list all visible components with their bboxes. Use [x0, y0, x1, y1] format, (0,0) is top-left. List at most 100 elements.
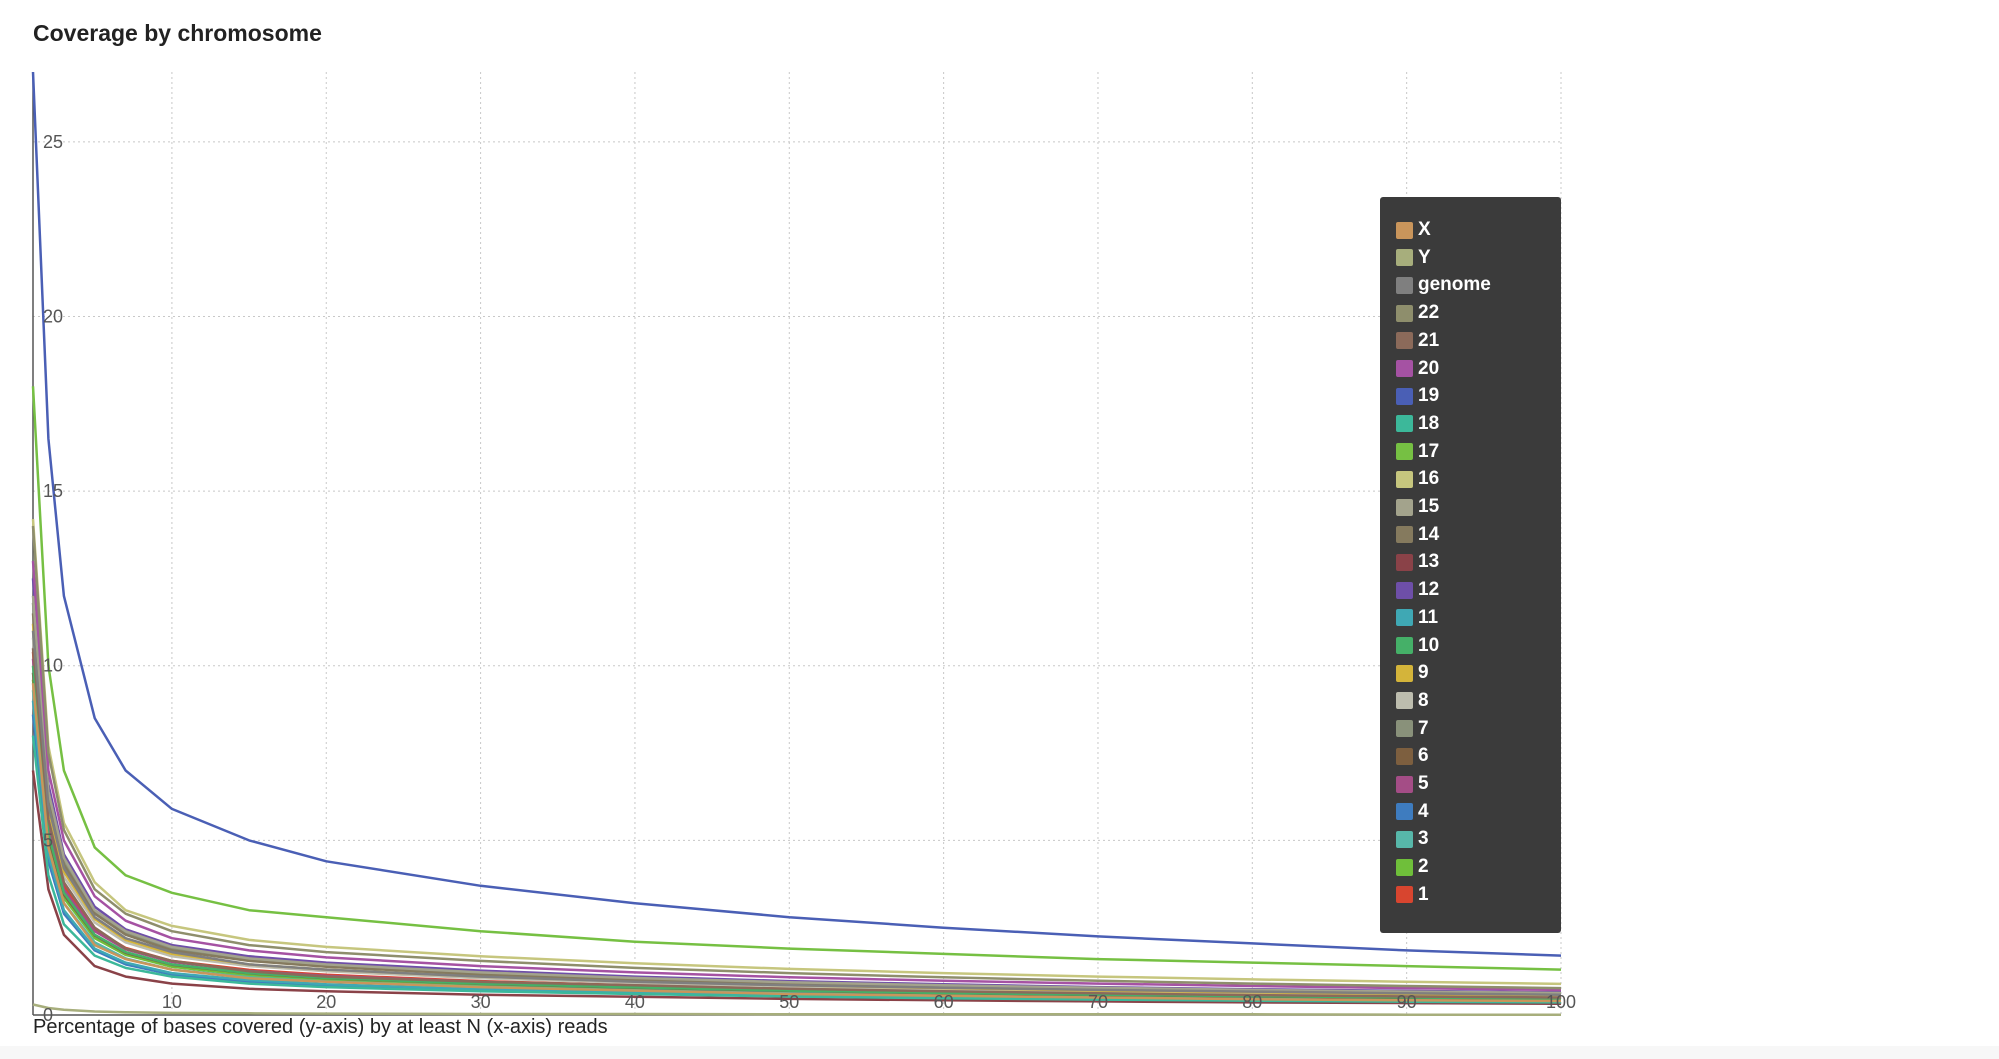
series-line-Y — [32, 1003, 1561, 1016]
series-line-13 — [31, 770, 1562, 1006]
legend-label: 6 — [1418, 745, 1429, 767]
x-tick-label: 20 — [316, 992, 336, 1012]
y-tick-label: 5 — [43, 830, 53, 850]
series-line-X — [31, 683, 1562, 1003]
legend-item[interactable]: 17 — [1396, 439, 1439, 465]
legend-swatch — [1396, 886, 1413, 904]
y-tick-label: 0 — [43, 1005, 53, 1025]
legend-label: 18 — [1418, 412, 1440, 434]
legend-label: 1 — [1418, 883, 1429, 905]
x-tick-label: 10 — [162, 992, 182, 1012]
legend-item[interactable]: 5 — [1396, 771, 1429, 797]
series-line-17 — [31, 386, 1562, 971]
legend-label: Y — [1418, 246, 1431, 268]
series-line-7 — [31, 602, 1562, 995]
legend-label: 13 — [1418, 551, 1440, 573]
x-tick-label: 100 — [1546, 992, 1576, 1012]
legend-swatch — [1396, 720, 1413, 738]
legend-label: 21 — [1418, 329, 1440, 351]
legend-swatch — [1396, 249, 1413, 267]
legend-item[interactable]: 15 — [1396, 494, 1439, 520]
legend-item[interactable]: 22 — [1396, 300, 1439, 326]
x-tick-label: 40 — [625, 992, 645, 1012]
legend-label: 22 — [1418, 302, 1440, 324]
legend-label: 5 — [1418, 773, 1429, 794]
legend-swatch — [1396, 498, 1413, 516]
legend-item[interactable]: 13 — [1396, 549, 1439, 575]
legend-item[interactable]: 16 — [1396, 466, 1439, 492]
legend-item[interactable]: 2 — [1396, 854, 1429, 880]
series-line-20 — [31, 560, 1562, 992]
series-line-15 — [31, 595, 1562, 995]
legend-swatch — [1396, 553, 1413, 571]
legend-label: 10 — [1418, 634, 1440, 656]
x-tick-label: 30 — [471, 992, 491, 1012]
y-tick-label: 15 — [43, 481, 63, 501]
legend-swatch — [1396, 221, 1413, 239]
legend-item[interactable]: X — [1396, 217, 1431, 243]
legend-item[interactable]: genome — [1396, 272, 1491, 298]
legend-swatch — [1396, 637, 1413, 654]
legend-item[interactable]: 21 — [1396, 328, 1439, 354]
chart-title: Coverage by chromosome — [33, 20, 322, 46]
series-line-9 — [31, 623, 1562, 997]
legend-item[interactable]: 3 — [1396, 826, 1429, 852]
legend-label: 9 — [1418, 662, 1429, 684]
footer-band — [0, 1046, 1999, 1059]
series-line-14 — [31, 613, 1562, 996]
legend-item[interactable]: Y — [1396, 245, 1431, 271]
chart-caption: Percentage of bases covered (y-axis) by … — [33, 1016, 608, 1038]
legend-swatch — [1396, 387, 1413, 405]
legend-item[interactable]: 6 — [1396, 743, 1429, 769]
legend-swatch — [1396, 276, 1413, 294]
series-line-22 — [31, 525, 1562, 990]
legend-swatch — [1396, 304, 1413, 322]
legend-label: 2 — [1418, 856, 1429, 878]
series-line-16 — [31, 519, 1562, 986]
legend-label: X — [1418, 219, 1431, 240]
legend-label: 8 — [1418, 689, 1429, 711]
series-line-18 — [31, 735, 1562, 1004]
legend-swatch — [1396, 803, 1413, 821]
legend-label: 16 — [1418, 468, 1440, 490]
x-tick-label: 90 — [1397, 992, 1417, 1012]
legend-item[interactable]: 1 — [1396, 882, 1429, 908]
legend-label: 19 — [1418, 385, 1440, 407]
legend-item[interactable]: 7 — [1396, 716, 1429, 742]
legend-item[interactable]: 8 — [1396, 688, 1429, 714]
legend-swatch — [1396, 526, 1413, 544]
legend-swatch — [1396, 609, 1413, 627]
legend-label: 17 — [1418, 440, 1440, 462]
legend-swatch — [1396, 747, 1413, 765]
legend-swatch — [1396, 775, 1413, 793]
legend-item[interactable]: 12 — [1396, 577, 1439, 603]
series-line-12 — [31, 578, 1562, 994]
chart-axes — [32, 72, 1561, 1016]
y-tick-label: 20 — [43, 306, 63, 326]
legend-item[interactable]: 19 — [1396, 383, 1439, 409]
legend-swatch — [1396, 443, 1413, 461]
legend-label: 11 — [1418, 606, 1439, 628]
legend-item[interactable]: 4 — [1396, 799, 1429, 825]
x-tick-label: 70 — [1088, 992, 1108, 1012]
legend-swatch — [1396, 692, 1413, 710]
legend-item[interactable]: 10 — [1396, 633, 1439, 659]
series-line-19 — [31, 71, 1562, 957]
legend-label: 15 — [1418, 496, 1440, 517]
legend-label: 20 — [1418, 357, 1440, 379]
legend-label: 3 — [1418, 828, 1429, 850]
legend-label: 14 — [1418, 523, 1440, 545]
legend-label: 4 — [1418, 800, 1429, 822]
legend-item[interactable]: 14 — [1396, 522, 1439, 548]
series-line-3 — [31, 690, 1562, 1002]
y-tick-label: 10 — [43, 656, 63, 676]
legend-swatch — [1396, 664, 1413, 682]
legend-item[interactable]: 11 — [1396, 605, 1438, 631]
legend-item[interactable]: 20 — [1396, 356, 1439, 382]
legend-item[interactable]: 9 — [1396, 660, 1429, 686]
legend-item[interactable]: 18 — [1396, 411, 1439, 437]
legend-swatch — [1396, 581, 1413, 599]
series-lines — [31, 71, 1562, 1016]
